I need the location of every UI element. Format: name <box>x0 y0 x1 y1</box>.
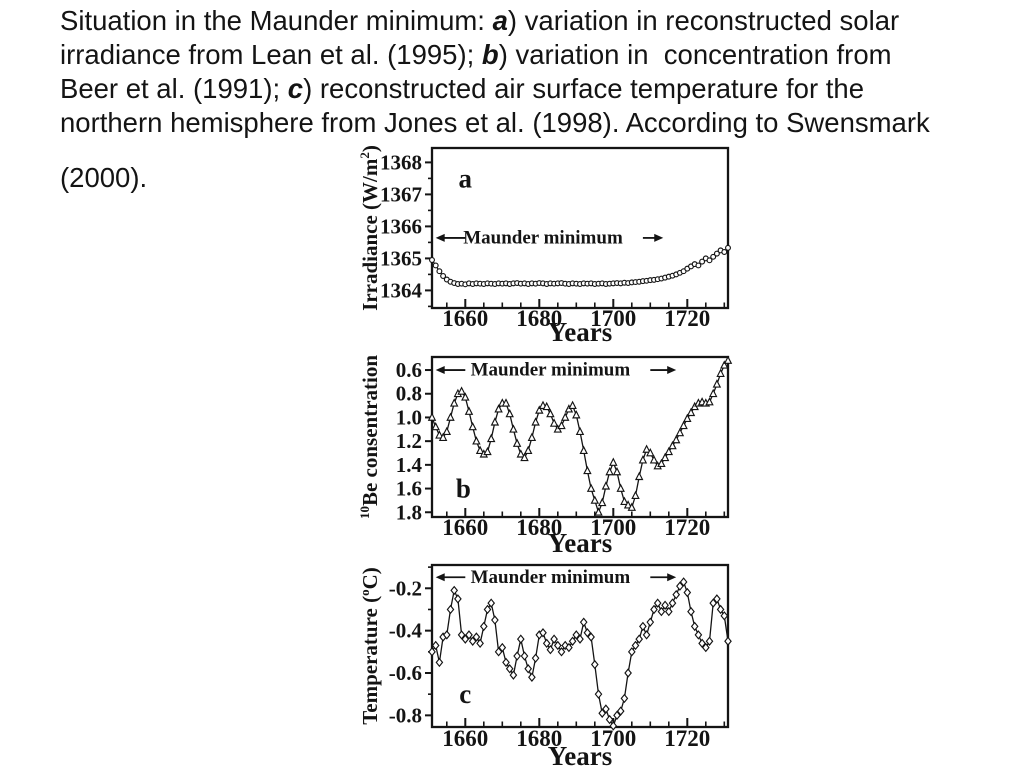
y-tick-label: -0.6 <box>389 661 422 685</box>
x-tick-label: 1680 <box>516 515 562 540</box>
x-tick-label: 1720 <box>664 515 710 540</box>
series-line <box>431 580 729 728</box>
x-tick-label: 1720 <box>664 306 710 331</box>
x-axis-title: Years <box>548 741 612 768</box>
caption: Situation in the Maunder minimum: a) var… <box>60 4 930 140</box>
left-arrow-head-icon <box>435 233 445 242</box>
y-tick-label: 0.6 <box>396 358 422 382</box>
y-tick-label: 1.8 <box>396 500 422 524</box>
y-tick-label: 1.4 <box>396 453 423 477</box>
x-tick-label: 1660 <box>442 306 488 331</box>
x-tick-label: 1700 <box>590 515 636 540</box>
y-tick-label: 1.0 <box>396 405 422 429</box>
series-line <box>431 247 729 285</box>
panel-label: c <box>459 679 471 709</box>
caption-line: Beer et al. (1991); c) reconstructed air… <box>60 73 865 104</box>
caption-line: northern hemisphere from Jones et al. (1… <box>60 107 930 138</box>
plot-frame <box>430 146 730 310</box>
y-tick-label: 1365 <box>380 246 422 270</box>
y-tick-label: -0.2 <box>389 576 422 600</box>
x-axis-title: Years <box>548 528 612 558</box>
panel-label: b <box>456 474 471 504</box>
right-arrow-head-icon <box>667 573 677 582</box>
caption-continuation: (2000). <box>60 162 148 193</box>
y-tick-label: -0.8 <box>389 703 422 727</box>
left-arrow-head-icon <box>435 573 445 582</box>
data-markers <box>428 577 732 731</box>
y-tick-label: 1368 <box>380 150 422 174</box>
right-arrow-head-icon <box>654 233 664 242</box>
y-tick-label: 1.6 <box>396 477 422 501</box>
right-arrow-head-icon <box>667 366 677 375</box>
caption-line: Situation in the Maunder minimum: a) var… <box>60 5 900 36</box>
x-tick-label: 1720 <box>664 726 710 751</box>
y-tick-label: 1366 <box>380 214 422 238</box>
y-axis-title: 10Be consentration <box>357 355 382 519</box>
y-tick-label: 1367 <box>380 182 422 206</box>
y-tick-label: 1364 <box>380 278 423 302</box>
data-markers <box>429 244 731 288</box>
plot-frame <box>430 563 730 729</box>
x-tick-label: 1660 <box>442 515 488 540</box>
caption-line: irradiance from Lean et al. (1995); b) v… <box>60 39 892 70</box>
chart-b-svg: 0.60.81.01.21.41.61.8 1660 1680 1700 1720 Mau… <box>357 355 733 558</box>
maunder-minimum-annotation: Maunder minimum <box>463 227 623 248</box>
left-arrow-head-icon <box>435 366 445 375</box>
y-axis-title: Temperature (oC) <box>357 567 382 725</box>
x-tick-label: 1660 <box>442 726 488 751</box>
y-axis-title: Irradiance (W/m2) <box>357 145 382 311</box>
x-tick-label: 1700 <box>590 306 636 331</box>
x-tick-label: 1680 <box>516 306 562 331</box>
y-tick-label: 0.8 <box>396 382 422 406</box>
x-axis-title: Years <box>548 317 612 347</box>
y-tick-label: -0.4 <box>389 619 423 643</box>
y-tick-label: 1.2 <box>396 429 422 453</box>
chart-a-svg: 1368 1367 1366 1365 1364 1660 1680 1700 1720 Maun… <box>357 145 731 347</box>
plot-frame <box>430 355 730 519</box>
data-markers <box>427 355 733 516</box>
maunder-minimum-annotation: Maunder minimum <box>471 567 631 588</box>
maunder-minimum-annotation: Maunder minimum <box>471 360 631 381</box>
panel-label: a <box>459 163 473 193</box>
x-tick-label: 1680 <box>516 726 562 751</box>
